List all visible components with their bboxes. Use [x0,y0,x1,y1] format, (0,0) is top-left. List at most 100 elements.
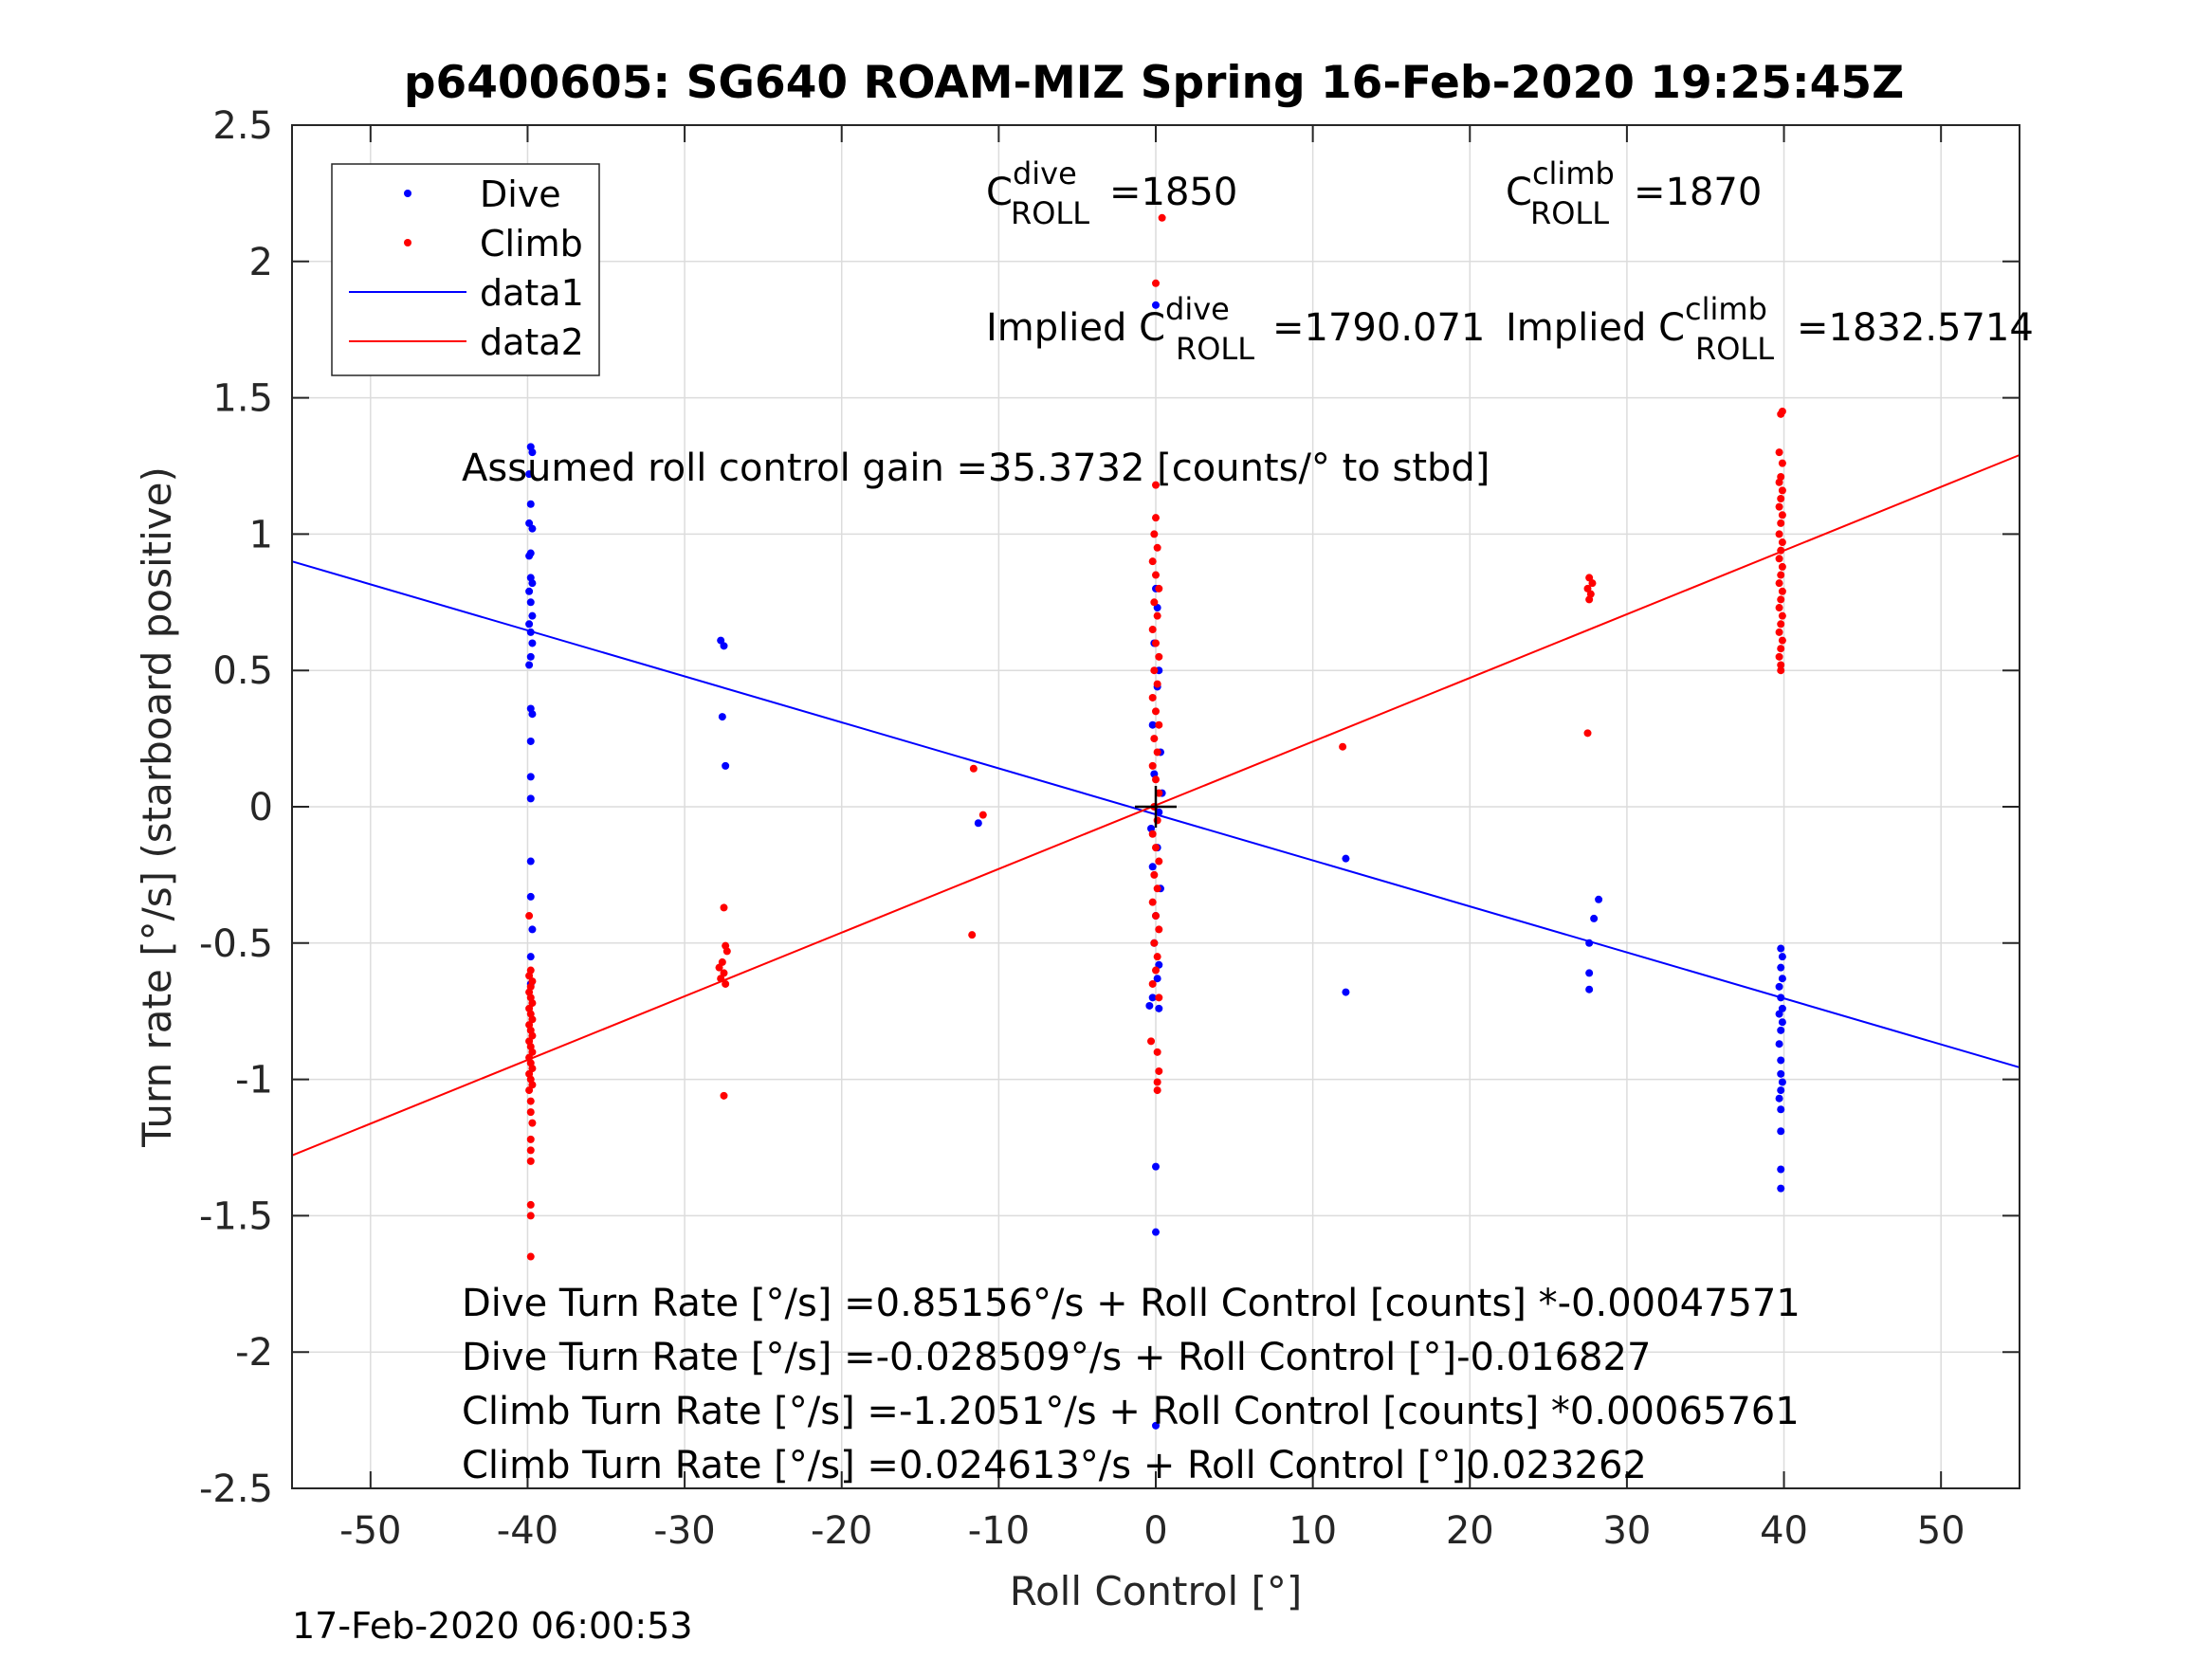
climb-point [1778,486,1786,495]
y-tick-label: 2 [249,241,273,284]
dive-point [525,620,534,629]
climb-point [1775,448,1783,457]
climb-point [1155,1066,1163,1075]
dive-point [526,628,535,636]
climb-point [1775,628,1783,636]
x-tick-label: -20 [811,1509,872,1553]
climb-point [1778,459,1786,467]
x-tick-label: 20 [1446,1509,1494,1553]
dive-point [1778,1018,1786,1027]
climb-point [1775,502,1783,511]
climb-point [1148,979,1157,988]
dive-point [722,761,730,770]
equation-line-2: Dive Turn Rate [°/s] =-0.028509°/s + Rol… [462,1336,1651,1379]
dive-point [1777,1165,1785,1174]
climb-point [1152,912,1160,921]
climb-point [528,1119,537,1127]
dive-point [1778,975,1786,983]
climb-point [1150,666,1159,675]
dive-point [526,773,535,781]
x-tick-labels: -50 -40 -30 -20 -10 0 10 20 30 40 50 [339,1509,1965,1553]
legend-data1-label: data1 [480,272,584,314]
dive-point [1148,720,1157,729]
dive-point [1778,953,1786,961]
dive-point [1777,1069,1785,1078]
climb-point [1777,595,1785,604]
dive-point [526,598,535,607]
climb-point [1150,939,1159,947]
climb-point [1778,562,1786,571]
c-climb-label: Cclimb ROLL =1870 [1506,155,1762,231]
y-tick-label: -1.5 [199,1194,273,1238]
dive-point [1152,1421,1160,1430]
climb-point [1153,680,1161,688]
climb-point [1152,481,1160,489]
dive-point [525,587,534,595]
climb-point [717,975,725,983]
climb-point [1158,213,1166,222]
legend: Dive Climb data1 data2 [331,163,600,376]
dive-point [526,857,535,866]
dive-point [526,737,535,745]
legend-climb-swatch [404,239,411,246]
legend-dive-swatch [404,190,411,197]
dive-point [1585,939,1594,947]
climb-point [1150,735,1159,743]
x-tick-label: 10 [1289,1509,1337,1553]
y-tick-label: 1.5 [212,377,273,421]
climb-point [1155,925,1163,934]
climb-point [1778,611,1786,620]
climb-point [1147,1037,1156,1046]
c-dive-label: Cdive ROLL =1850 [986,155,1237,231]
climb-point [1153,884,1161,893]
climb-point [526,1097,535,1105]
climb-point [1153,748,1161,757]
climb-point [1150,870,1159,879]
dive-point [1775,982,1783,991]
x-axis-label: Roll Control [°] [1010,1568,1303,1614]
dive-point [525,552,534,560]
climb-point [1155,994,1163,1002]
climb-point [1148,898,1157,906]
dive-point [974,819,982,828]
dive-point [1152,1228,1160,1236]
dive-point [1155,1004,1163,1012]
climb-point [1777,519,1785,527]
climb-point [1777,661,1785,669]
climb-point [1583,729,1592,738]
dive-point [1148,994,1157,1002]
equation-line-4: Climb Turn Rate [°/s] =0.024613°/s + Rol… [462,1444,1647,1487]
climb-point [526,1146,535,1155]
dive-point [525,661,534,669]
dive-point [1155,808,1163,816]
dive-point [528,710,537,719]
climb-point [969,764,978,773]
dive-point [1777,1026,1785,1034]
climb-point [722,979,730,988]
x-tick-label: -50 [339,1509,401,1553]
climb-point [1152,279,1160,287]
y-axis-label: Turn rate [°/s] (starboard positive) [134,466,180,1148]
y-tick-label: 0.5 [212,649,273,693]
x-tick-label: 50 [1917,1509,1965,1553]
dive-point [526,794,535,803]
climb-point [1775,652,1783,661]
climb-point [1152,571,1160,579]
x-tick-label: -10 [968,1509,1030,1553]
legend-data2-label: data2 [480,321,584,363]
climb-point [1150,598,1159,607]
x-tick-label: 40 [1760,1509,1808,1553]
dive-point [528,925,537,934]
dive-point [1148,863,1157,871]
y-tick-label: 1 [249,513,273,556]
climb-point [968,931,977,939]
y-tick-label: -2.5 [199,1468,273,1511]
climb-point [526,1108,535,1117]
footer-timestamp: 17-Feb-2020 06:00:53 [292,1605,693,1647]
climb-point [1777,571,1785,579]
climb-point [978,811,987,819]
climb-point [525,1086,534,1095]
dive-point [1775,1040,1783,1048]
dive-point [526,500,535,508]
